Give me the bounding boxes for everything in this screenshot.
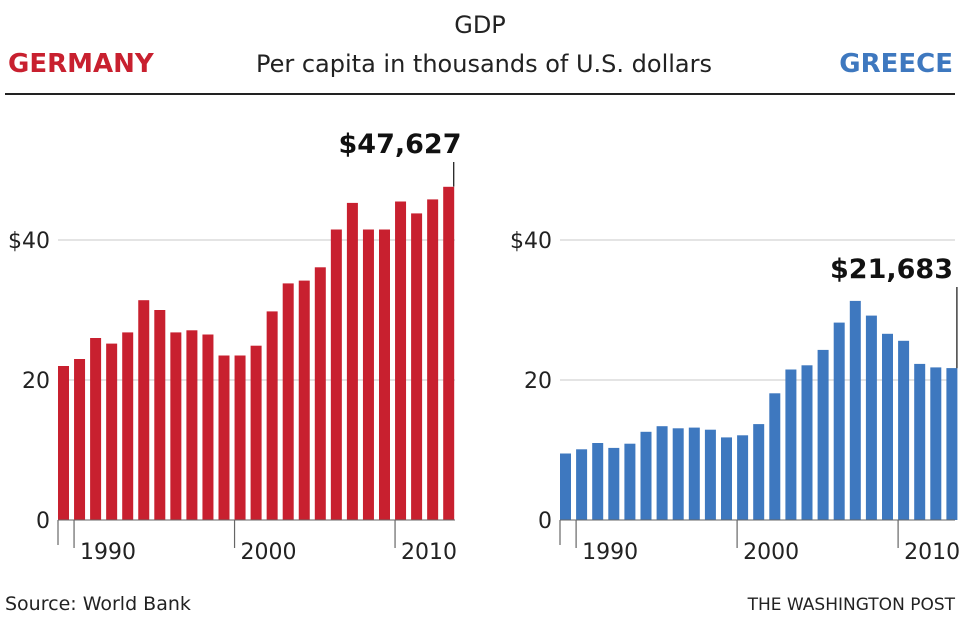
y-tick-label: 0 <box>538 509 552 534</box>
bar-1991 <box>90 338 102 520</box>
bar-1990 <box>576 449 588 520</box>
bar-1997 <box>186 330 198 520</box>
source-note: Source: World Bank <box>5 593 191 615</box>
y-tick-label: $40 <box>8 229 50 254</box>
bar-2005 <box>817 349 829 520</box>
germany-label: GERMANY <box>8 49 155 79</box>
bar-2004 <box>801 365 813 520</box>
bar-1996 <box>170 332 182 520</box>
callout-value-label: $47,627 <box>339 129 462 160</box>
bar-2004 <box>298 280 310 520</box>
bar-2005 <box>314 267 326 520</box>
greece-label: GREECE <box>839 49 953 79</box>
bar-2009 <box>379 229 390 520</box>
bar-2002 <box>266 311 278 520</box>
bar-2011 <box>411 213 423 520</box>
bar-1989 <box>560 453 571 520</box>
bar-1999 <box>721 437 732 520</box>
bar-2006 <box>833 322 845 520</box>
bar-2001 <box>753 424 765 520</box>
bar-2008 <box>362 229 374 520</box>
bar-2000 <box>234 355 246 520</box>
bar-1992 <box>608 447 620 520</box>
bar-1999 <box>218 355 230 520</box>
bar-1991 <box>592 443 604 520</box>
x-tick-label: 1990 <box>80 540 136 565</box>
bar-2010 <box>898 340 910 520</box>
bar-1993 <box>122 332 134 520</box>
bar-2001 <box>250 345 262 520</box>
bar-1997 <box>688 427 700 520</box>
bar-2007 <box>849 300 861 520</box>
y-tick-label: $40 <box>510 229 552 254</box>
bar-2012 <box>930 367 942 520</box>
y-tick-label: 20 <box>22 369 50 394</box>
x-tick-label: 1990 <box>582 540 638 565</box>
bar-1994 <box>640 431 652 520</box>
y-tick-label: 0 <box>36 509 50 534</box>
y-tick-label: 20 <box>524 369 552 394</box>
x-tick-label: 2010 <box>904 540 960 565</box>
bar-1993 <box>624 443 636 520</box>
bar-2008 <box>865 315 877 520</box>
bar-2013 <box>946 368 958 520</box>
x-tick-label: 2010 <box>401 540 457 565</box>
chart-title: GDP <box>454 11 506 39</box>
bar-2013 <box>443 186 455 521</box>
bar-1994 <box>138 300 150 520</box>
x-tick-label: 2000 <box>743 540 799 565</box>
bar-1998 <box>202 334 214 520</box>
bar-1989 <box>58 366 69 520</box>
bar-1996 <box>672 428 684 520</box>
bar-2000 <box>737 435 749 520</box>
bar-2012 <box>427 199 439 520</box>
greece-chart-panel: 0 20 $40 1990 2000 2010 $21,683 <box>510 229 960 565</box>
bar-2003 <box>282 283 294 520</box>
bar-2002 <box>769 393 781 520</box>
bar-2006 <box>330 229 342 520</box>
publisher-credit: THE WASHINGTON POST <box>747 595 956 615</box>
bar-2010 <box>395 201 407 520</box>
germany-chart-panel: 0 20 $40 1990 2000 2010 $47,627 <box>8 129 461 565</box>
bar-1990 <box>74 359 86 520</box>
bar-1995 <box>154 310 166 520</box>
bar-2007 <box>346 202 358 520</box>
bar-2003 <box>785 369 797 520</box>
bar-1995 <box>656 426 668 520</box>
x-tick-label: 2000 <box>241 540 297 565</box>
chart-subtitle: Per capita in thousands of U.S. dollars <box>256 50 712 78</box>
bar-2011 <box>914 363 926 520</box>
bar-1998 <box>704 429 716 520</box>
callout-value-label: $21,683 <box>830 254 953 285</box>
bar-2009 <box>882 333 893 520</box>
bar-1992 <box>106 343 118 520</box>
